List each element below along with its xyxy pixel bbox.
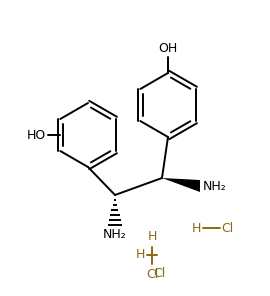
- Text: Cl: Cl: [153, 267, 165, 280]
- Text: Cl: Cl: [221, 221, 233, 234]
- Text: H: H: [147, 230, 157, 243]
- Text: OH: OH: [158, 42, 178, 55]
- Text: Cl: Cl: [146, 268, 158, 281]
- Text: NH₂: NH₂: [203, 179, 227, 192]
- Text: H: H: [192, 221, 201, 234]
- Polygon shape: [162, 178, 200, 192]
- Text: NH₂: NH₂: [103, 228, 127, 241]
- Text: HO: HO: [27, 128, 46, 141]
- Text: H: H: [136, 249, 145, 261]
